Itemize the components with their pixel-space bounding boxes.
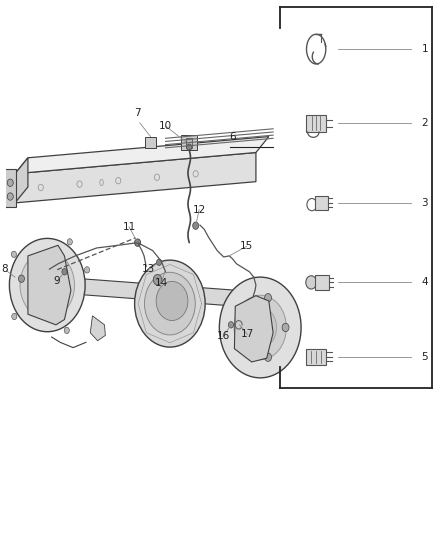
Text: 12: 12 bbox=[193, 205, 206, 215]
Circle shape bbox=[62, 269, 67, 275]
Bar bbox=[181, 135, 197, 150]
Circle shape bbox=[228, 321, 233, 328]
Text: 2: 2 bbox=[421, 118, 428, 128]
Circle shape bbox=[145, 272, 195, 335]
Text: 7: 7 bbox=[134, 108, 141, 117]
Text: 8: 8 bbox=[1, 264, 7, 274]
Circle shape bbox=[85, 266, 90, 273]
Circle shape bbox=[219, 277, 301, 378]
Circle shape bbox=[20, 252, 74, 319]
Circle shape bbox=[67, 239, 72, 245]
Polygon shape bbox=[90, 316, 106, 341]
Circle shape bbox=[153, 274, 162, 285]
Circle shape bbox=[134, 260, 205, 347]
Circle shape bbox=[236, 342, 243, 350]
Circle shape bbox=[187, 144, 192, 150]
Circle shape bbox=[12, 313, 17, 320]
Circle shape bbox=[244, 308, 276, 348]
Circle shape bbox=[18, 275, 25, 282]
Circle shape bbox=[234, 295, 286, 360]
Text: 17: 17 bbox=[241, 329, 254, 340]
Circle shape bbox=[156, 281, 188, 320]
Circle shape bbox=[156, 259, 162, 265]
Text: 13: 13 bbox=[142, 264, 155, 274]
Text: 9: 9 bbox=[54, 276, 60, 286]
Polygon shape bbox=[15, 158, 28, 203]
Text: 0: 0 bbox=[99, 179, 104, 188]
Text: 15: 15 bbox=[240, 241, 253, 252]
Circle shape bbox=[265, 353, 272, 361]
Circle shape bbox=[193, 222, 199, 229]
Bar bbox=[306, 115, 326, 132]
Polygon shape bbox=[234, 296, 273, 362]
Bar bbox=[4, 169, 16, 207]
Circle shape bbox=[236, 305, 243, 313]
Circle shape bbox=[7, 179, 13, 187]
Bar bbox=[306, 349, 326, 365]
Bar bbox=[315, 196, 328, 210]
Circle shape bbox=[7, 193, 13, 200]
Circle shape bbox=[9, 238, 85, 332]
Bar bbox=[315, 274, 329, 290]
Circle shape bbox=[11, 251, 17, 257]
Polygon shape bbox=[15, 136, 269, 174]
Text: 6: 6 bbox=[229, 132, 236, 142]
Text: 14: 14 bbox=[155, 278, 168, 288]
Text: 4: 4 bbox=[421, 277, 428, 287]
Circle shape bbox=[282, 323, 289, 332]
Polygon shape bbox=[28, 245, 71, 325]
Text: 1: 1 bbox=[421, 44, 428, 54]
Text: 10: 10 bbox=[159, 121, 172, 131]
Text: 11: 11 bbox=[122, 222, 136, 232]
Text: 5: 5 bbox=[421, 352, 428, 361]
Bar bbox=[186, 138, 192, 148]
Text: 16: 16 bbox=[217, 332, 230, 342]
Circle shape bbox=[306, 276, 317, 289]
Polygon shape bbox=[15, 152, 256, 203]
Circle shape bbox=[64, 327, 69, 334]
Circle shape bbox=[32, 265, 63, 305]
Text: 3: 3 bbox=[421, 198, 428, 208]
Bar bbox=[145, 136, 155, 148]
Circle shape bbox=[134, 239, 141, 246]
Polygon shape bbox=[24, 274, 273, 309]
Circle shape bbox=[265, 294, 272, 302]
